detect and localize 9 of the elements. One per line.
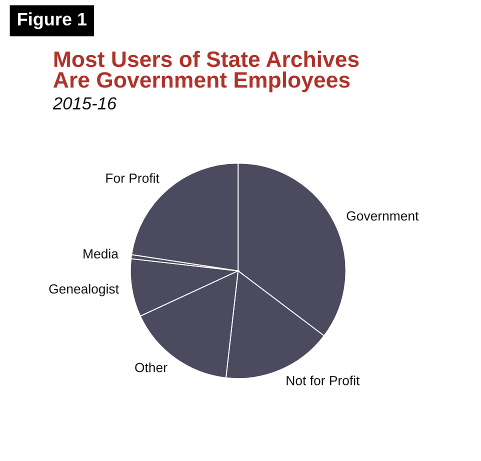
slice-label: Genealogist <box>49 284 119 296</box>
slice-label: For Profit <box>106 173 160 183</box>
chart-title: Most Users of State Archives Are Government Employees <box>53 50 359 92</box>
chart-subtitle: 2015-16 <box>52 97 117 110</box>
slice-label: Not for Profit <box>286 376 360 386</box>
slice-label: Government <box>346 211 419 221</box>
slice-label: Other <box>135 362 168 372</box>
slice-label: Media <box>84 248 118 259</box>
caption: Figure 1 <box>18 12 87 30</box>
